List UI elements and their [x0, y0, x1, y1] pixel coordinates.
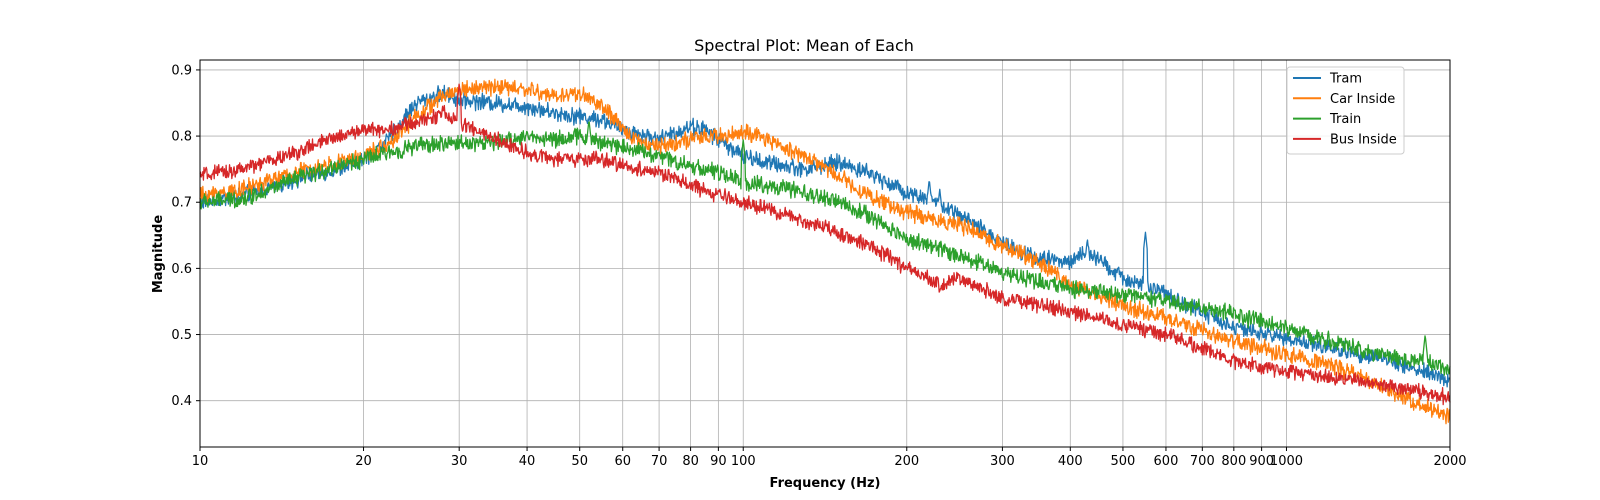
legend-label: Tram	[1329, 72, 1362, 87]
series-line-tram	[199, 84, 1451, 388]
x-tick-label: 20	[355, 454, 372, 469]
x-tick-label: 1000	[1270, 454, 1303, 469]
series-layer	[199, 78, 1451, 425]
x-tick-label: 500	[1111, 454, 1136, 469]
x-tick-label: 300	[990, 454, 1015, 469]
y-tick-label: 0.6	[171, 262, 192, 277]
x-tick-label: 70	[651, 454, 668, 469]
chart-title: Spectral Plot: Mean of Each	[694, 36, 914, 55]
x-tick-label: 10	[192, 454, 209, 469]
x-tick-label: 800	[1221, 454, 1246, 469]
y-tick-label: 0.4	[171, 394, 192, 409]
legend-label: Car Inside	[1330, 92, 1395, 107]
legend: Tram Car Inside Train Bus Inside	[1286, 66, 1405, 155]
y-tick-label: 0.9	[171, 63, 192, 78]
x-tick-label: 600	[1154, 454, 1179, 469]
x-tick-label: 200	[894, 454, 919, 469]
x-tick-label: 40	[519, 454, 536, 469]
y-tick-label: 0.7	[171, 196, 192, 211]
y-axis-label: Magnitude	[151, 215, 166, 294]
x-tick-label: 400	[1058, 454, 1083, 469]
series-line-car-inside	[199, 78, 1451, 425]
x-tick-label: 100	[731, 454, 756, 469]
x-tick-label: 700	[1190, 454, 1215, 469]
legend-box	[1286, 66, 1405, 155]
plot-frame	[199, 59, 1451, 448]
x-tick-label: 900	[1249, 454, 1274, 469]
x-tick-label: 2000	[1433, 454, 1466, 469]
x-tick-label: 80	[682, 454, 699, 469]
x-tick-label: 60	[614, 454, 631, 469]
x-tick-label: 30	[451, 454, 468, 469]
x-tick-label: 90	[710, 454, 727, 469]
y-tick-label: 0.5	[171, 328, 192, 343]
ticks: 10 20 30 40 50 60 70 80 90 100 200 300 400 500 600 700 8…	[171, 63, 1466, 469]
legend-label: Bus Inside	[1330, 132, 1397, 147]
x-axis-label: Frequency (Hz)	[770, 476, 881, 491]
legend-label: Train	[1329, 112, 1361, 127]
series-line-train	[199, 121, 1451, 376]
series-line-bus-inside	[199, 83, 1451, 406]
x-tick-label: 50	[571, 454, 588, 469]
y-tick-label: 0.8	[171, 130, 192, 145]
